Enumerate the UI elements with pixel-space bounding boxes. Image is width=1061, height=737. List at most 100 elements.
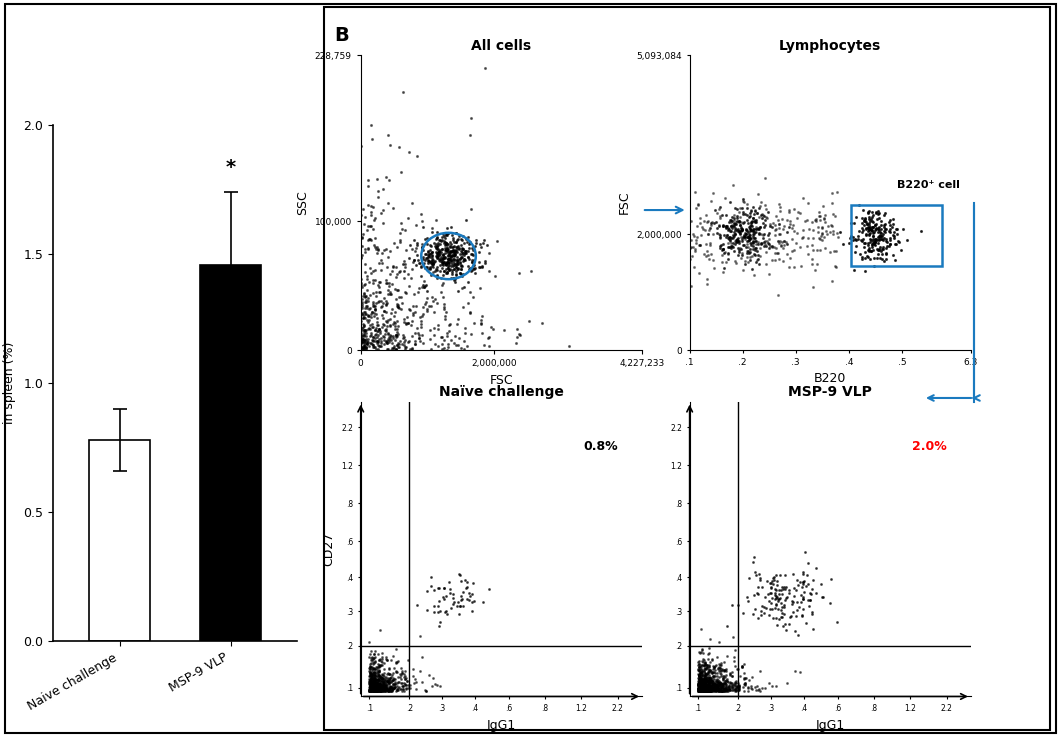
- Point: [713, 680, 730, 692]
- Point: [886, 226, 903, 237]
- Point: [365, 679, 382, 691]
- Point: [715, 680, 732, 691]
- Point: [699, 685, 716, 697]
- Point: [738, 591, 755, 603]
- Point: [710, 666, 727, 677]
- Point: [365, 679, 382, 691]
- Point: [364, 680, 381, 692]
- Point: [411, 282, 428, 294]
- Point: [382, 671, 399, 682]
- Point: [698, 685, 715, 697]
- Point: [364, 682, 381, 694]
- Point: [369, 680, 386, 692]
- Point: [365, 682, 382, 694]
- Point: [709, 679, 726, 691]
- Point: [372, 674, 389, 686]
- Point: [691, 678, 708, 690]
- Point: [384, 279, 401, 290]
- Point: [424, 295, 441, 307]
- Point: [699, 685, 716, 696]
- Point: [795, 576, 812, 588]
- Point: [372, 680, 389, 692]
- Point: [726, 218, 743, 230]
- Point: [436, 232, 453, 244]
- Point: [725, 241, 742, 253]
- Point: [398, 672, 415, 684]
- Point: [735, 195, 752, 207]
- Point: [424, 257, 441, 269]
- Point: [360, 296, 377, 307]
- Point: [356, 266, 373, 278]
- Point: [372, 678, 389, 690]
- Point: [768, 242, 785, 254]
- Point: [700, 684, 717, 696]
- Point: [693, 681, 710, 693]
- Point: [415, 281, 432, 293]
- Point: [738, 198, 755, 209]
- Point: [699, 228, 716, 240]
- Point: [726, 678, 743, 690]
- Point: [455, 254, 472, 266]
- Point: [707, 680, 724, 692]
- Point: [691, 683, 708, 695]
- Point: [445, 245, 462, 256]
- Point: [421, 324, 438, 336]
- Point: [429, 270, 446, 282]
- Point: [698, 680, 715, 692]
- Point: [702, 685, 719, 696]
- Point: [366, 677, 383, 689]
- Point: [691, 676, 708, 688]
- Point: [446, 249, 463, 261]
- Point: [734, 208, 751, 220]
- Point: [725, 220, 742, 231]
- Text: 0.8%: 0.8%: [584, 440, 618, 453]
- Point: [365, 680, 382, 692]
- Point: [434, 279, 451, 290]
- Point: [397, 224, 414, 236]
- Point: [741, 572, 758, 584]
- Point: [422, 300, 439, 312]
- Point: [731, 235, 748, 247]
- Point: [363, 678, 380, 690]
- Point: [370, 282, 387, 293]
- Point: [708, 682, 725, 694]
- Point: [360, 324, 377, 335]
- Point: [436, 607, 453, 618]
- Point: [421, 248, 438, 259]
- Point: [735, 217, 752, 228]
- Point: [358, 294, 375, 306]
- Point: [694, 676, 711, 688]
- Point: [745, 556, 762, 568]
- Point: [692, 683, 709, 695]
- Point: [366, 324, 383, 336]
- Point: [778, 248, 795, 260]
- Point: [440, 253, 457, 265]
- Point: [356, 296, 373, 307]
- Point: [785, 203, 802, 215]
- Point: [795, 586, 812, 598]
- Point: [872, 245, 889, 257]
- Point: [691, 680, 708, 691]
- Point: [709, 684, 726, 696]
- Point: [700, 685, 717, 696]
- Point: [363, 679, 380, 691]
- Point: [703, 677, 720, 688]
- Point: [375, 685, 392, 696]
- Point: [443, 245, 460, 256]
- Point: [727, 216, 744, 228]
- Point: [699, 675, 716, 687]
- Point: [364, 667, 381, 679]
- Point: [711, 660, 728, 672]
- Point: [393, 167, 410, 178]
- Point: [698, 685, 715, 696]
- Point: [355, 343, 372, 354]
- Point: [383, 685, 400, 697]
- Point: [794, 232, 811, 244]
- Point: [381, 336, 398, 348]
- Point: [427, 293, 443, 305]
- Point: [435, 265, 452, 277]
- Point: [413, 676, 430, 688]
- Point: [365, 674, 382, 686]
- Point: [365, 340, 382, 352]
- Point: [758, 258, 775, 270]
